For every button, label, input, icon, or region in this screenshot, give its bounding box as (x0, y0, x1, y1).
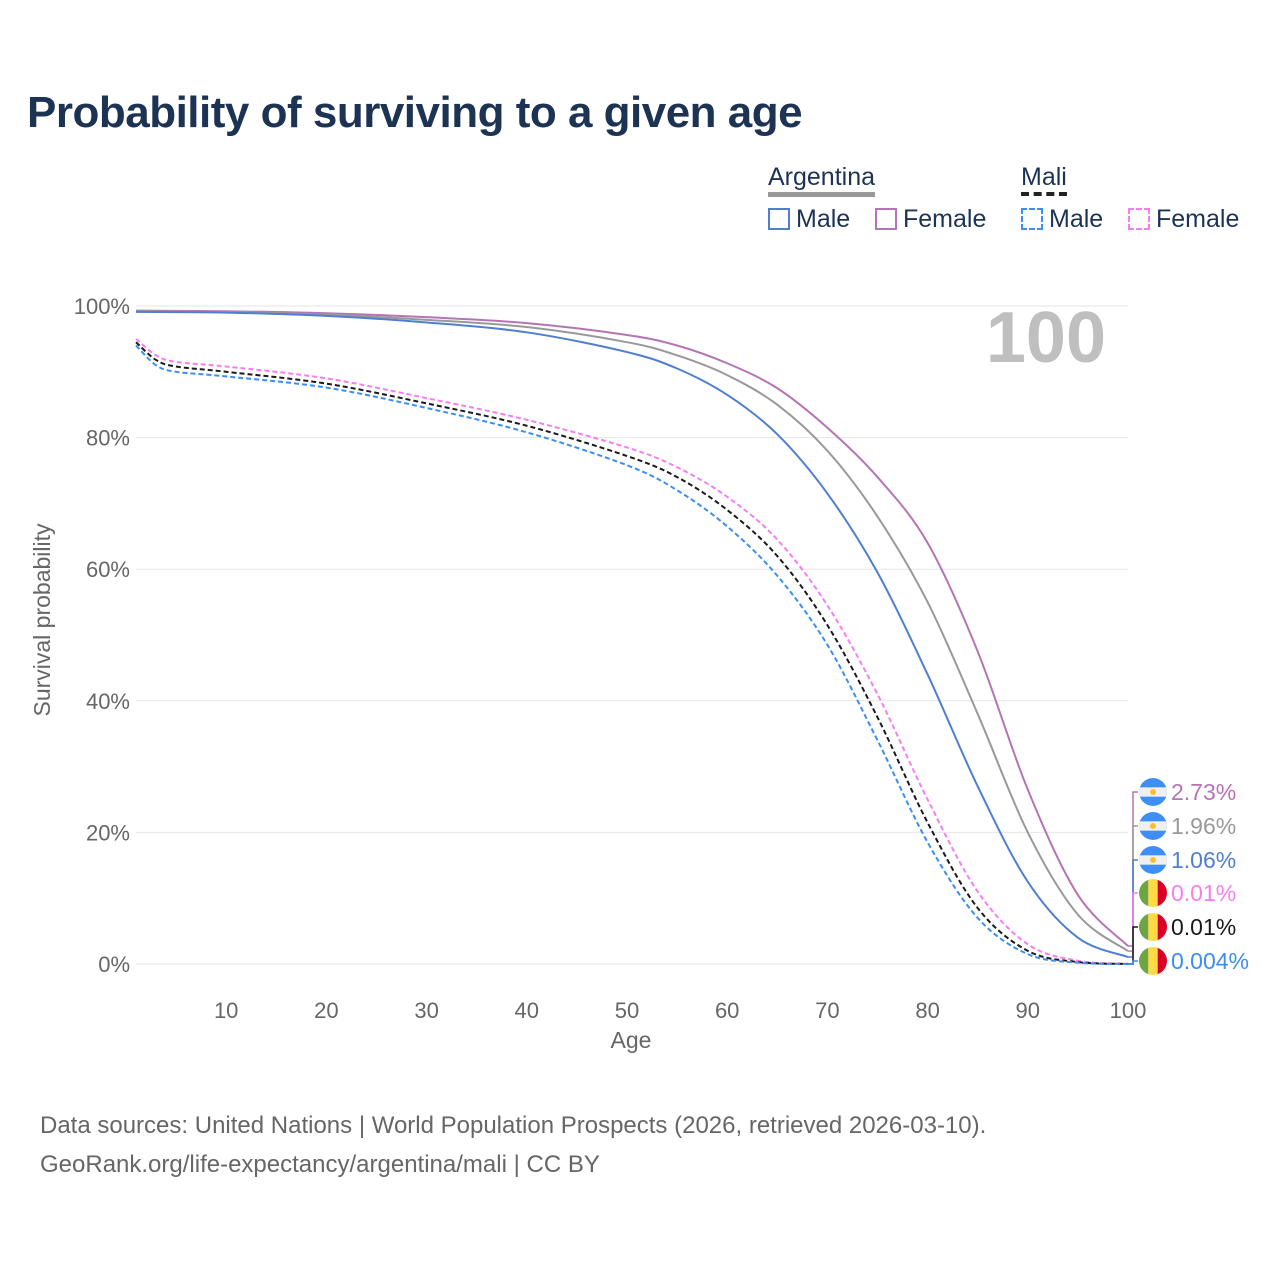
series-line-mali-male[interactable] (135, 344, 1129, 965)
argentina-flag-icon (1139, 846, 1167, 874)
source-link[interactable]: GeoRank.org/life-expectancy/argentina/ma… (40, 1151, 600, 1178)
flag-stripe (1148, 913, 1158, 941)
flag-fill (1139, 812, 1167, 840)
flag-fill (1139, 913, 1167, 941)
x-tick-label: 70 (815, 998, 839, 1023)
legend-swatch (768, 208, 790, 230)
flag-sun (1150, 857, 1156, 863)
legend-group-argentina: Argentina (768, 163, 876, 197)
x-tick-label: 40 (515, 998, 539, 1023)
legend-swatch (875, 208, 897, 230)
mali-flag-icon (1139, 879, 1167, 907)
series-line-mali[interactable] (135, 341, 1129, 965)
end-value-label: 0.004% (1171, 948, 1249, 974)
flag-stripe (1148, 879, 1158, 907)
x-tick-label: 10 (214, 998, 238, 1023)
legend-label: Male (796, 205, 851, 233)
legend-item-argentina-male[interactable]: Male (768, 205, 850, 234)
flag-stripe (1139, 879, 1149, 907)
series-line-argentina-male[interactable] (135, 310, 1129, 958)
flag-stripe (1157, 879, 1167, 907)
y-tick-label: 100% (74, 294, 130, 319)
series-line-mali-female[interactable] (135, 338, 1129, 965)
argentina-flag-icon (1139, 778, 1167, 806)
footer: Data sources: United Nations | World Pop… (40, 1106, 986, 1184)
y-tick-label: 80% (86, 426, 130, 451)
legend-label: Male (1049, 205, 1104, 233)
y-axis-label: Survival probability (29, 523, 55, 717)
x-tick-label: 80 (915, 998, 939, 1023)
legend-group-mali: Mali (1021, 163, 1067, 196)
y-tick-label: 40% (86, 689, 130, 714)
flag-fill (1139, 879, 1167, 907)
mali-flag-icon (1139, 913, 1167, 941)
flag-sun (1150, 789, 1156, 795)
x-tick-label: 90 (1016, 998, 1040, 1023)
end-value-label: 0.01% (1171, 914, 1236, 940)
legend-item-mali-female[interactable]: Female (1128, 205, 1239, 234)
source-note: Data sources: United Nations | World Pop… (40, 1112, 987, 1139)
x-tick-label: 20 (314, 998, 338, 1023)
mali-flag-icon (1139, 947, 1167, 975)
chart-title: Probability of surviving to a given age (27, 88, 803, 137)
legend-group-label: Argentina (768, 163, 876, 197)
flag-stripe (1157, 947, 1167, 975)
legend-label: Female (1156, 205, 1240, 233)
label-connector (1128, 960, 1138, 965)
flag-fill (1139, 778, 1167, 806)
end-value-label: 0.01% (1171, 880, 1236, 906)
flag-stripe (1139, 913, 1149, 941)
legend-item-argentina-female[interactable]: Female (875, 205, 986, 234)
legend-label: Female (903, 205, 987, 233)
x-tick-label: 30 (414, 998, 438, 1023)
argentina-flag-icon (1139, 812, 1167, 840)
x-tick-label: 50 (615, 998, 639, 1023)
y-tick-label: 60% (86, 557, 130, 582)
flag-stripe (1139, 947, 1149, 975)
legend-group-label: Mali (1021, 163, 1067, 196)
end-value-label: 1.06% (1171, 847, 1236, 873)
x-tick-label: 60 (715, 998, 739, 1023)
x-axis-label: Age (611, 1027, 652, 1053)
series-line-argentina-female[interactable] (135, 309, 1129, 947)
y-tick-label: 20% (86, 820, 130, 845)
flag-stripe (1148, 947, 1158, 975)
flag-sun (1150, 823, 1156, 829)
end-value-label: 2.73% (1171, 779, 1236, 805)
series-line-argentina[interactable] (135, 310, 1129, 952)
flag-fill (1139, 846, 1167, 874)
legend-item-mali-male[interactable]: Male (1021, 205, 1103, 234)
legend-swatch (1021, 208, 1043, 230)
end-value-label: 1.96% (1171, 813, 1236, 839)
x-tick-label: 100 (1110, 998, 1147, 1023)
y-tick-label: 0% (98, 952, 130, 977)
year-label: 100 (986, 298, 1106, 378)
flag-fill (1139, 947, 1167, 975)
legend-swatch (1128, 208, 1150, 230)
flag-stripe (1157, 913, 1167, 941)
